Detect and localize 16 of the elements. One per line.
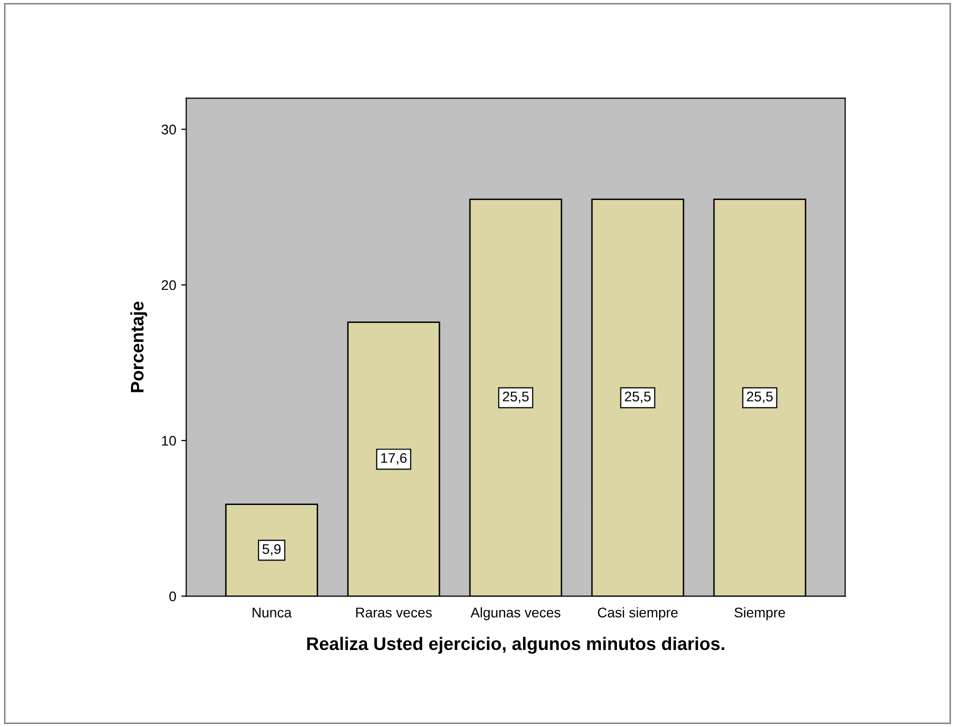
y-tick-label: 30	[162, 124, 176, 134]
x-tick-label: Casi siempre	[598, 607, 678, 620]
y-tick-label: 0	[169, 591, 176, 602]
x-tick-label: Nunca	[252, 608, 292, 618]
x-axis-title: Realiza Usted ejercicio, algunos minutos diarios.	[307, 636, 724, 654]
y-tick-label: 20	[162, 280, 176, 290]
x-tick-label: Siempre	[734, 607, 785, 620]
x-tick-label: Algunas veces	[470, 607, 560, 620]
data-label: 25,5	[624, 392, 651, 404]
data-label: 25,5	[746, 392, 773, 404]
y-tick-label: 10	[162, 436, 176, 446]
x-tick-label: Raras veces	[356, 608, 432, 618]
data-label: 5,9	[262, 544, 281, 556]
y-axis-title: Porcentaje	[130, 302, 148, 392]
data-label: 17,6	[381, 453, 407, 465]
data-label: 25,5	[502, 392, 529, 404]
